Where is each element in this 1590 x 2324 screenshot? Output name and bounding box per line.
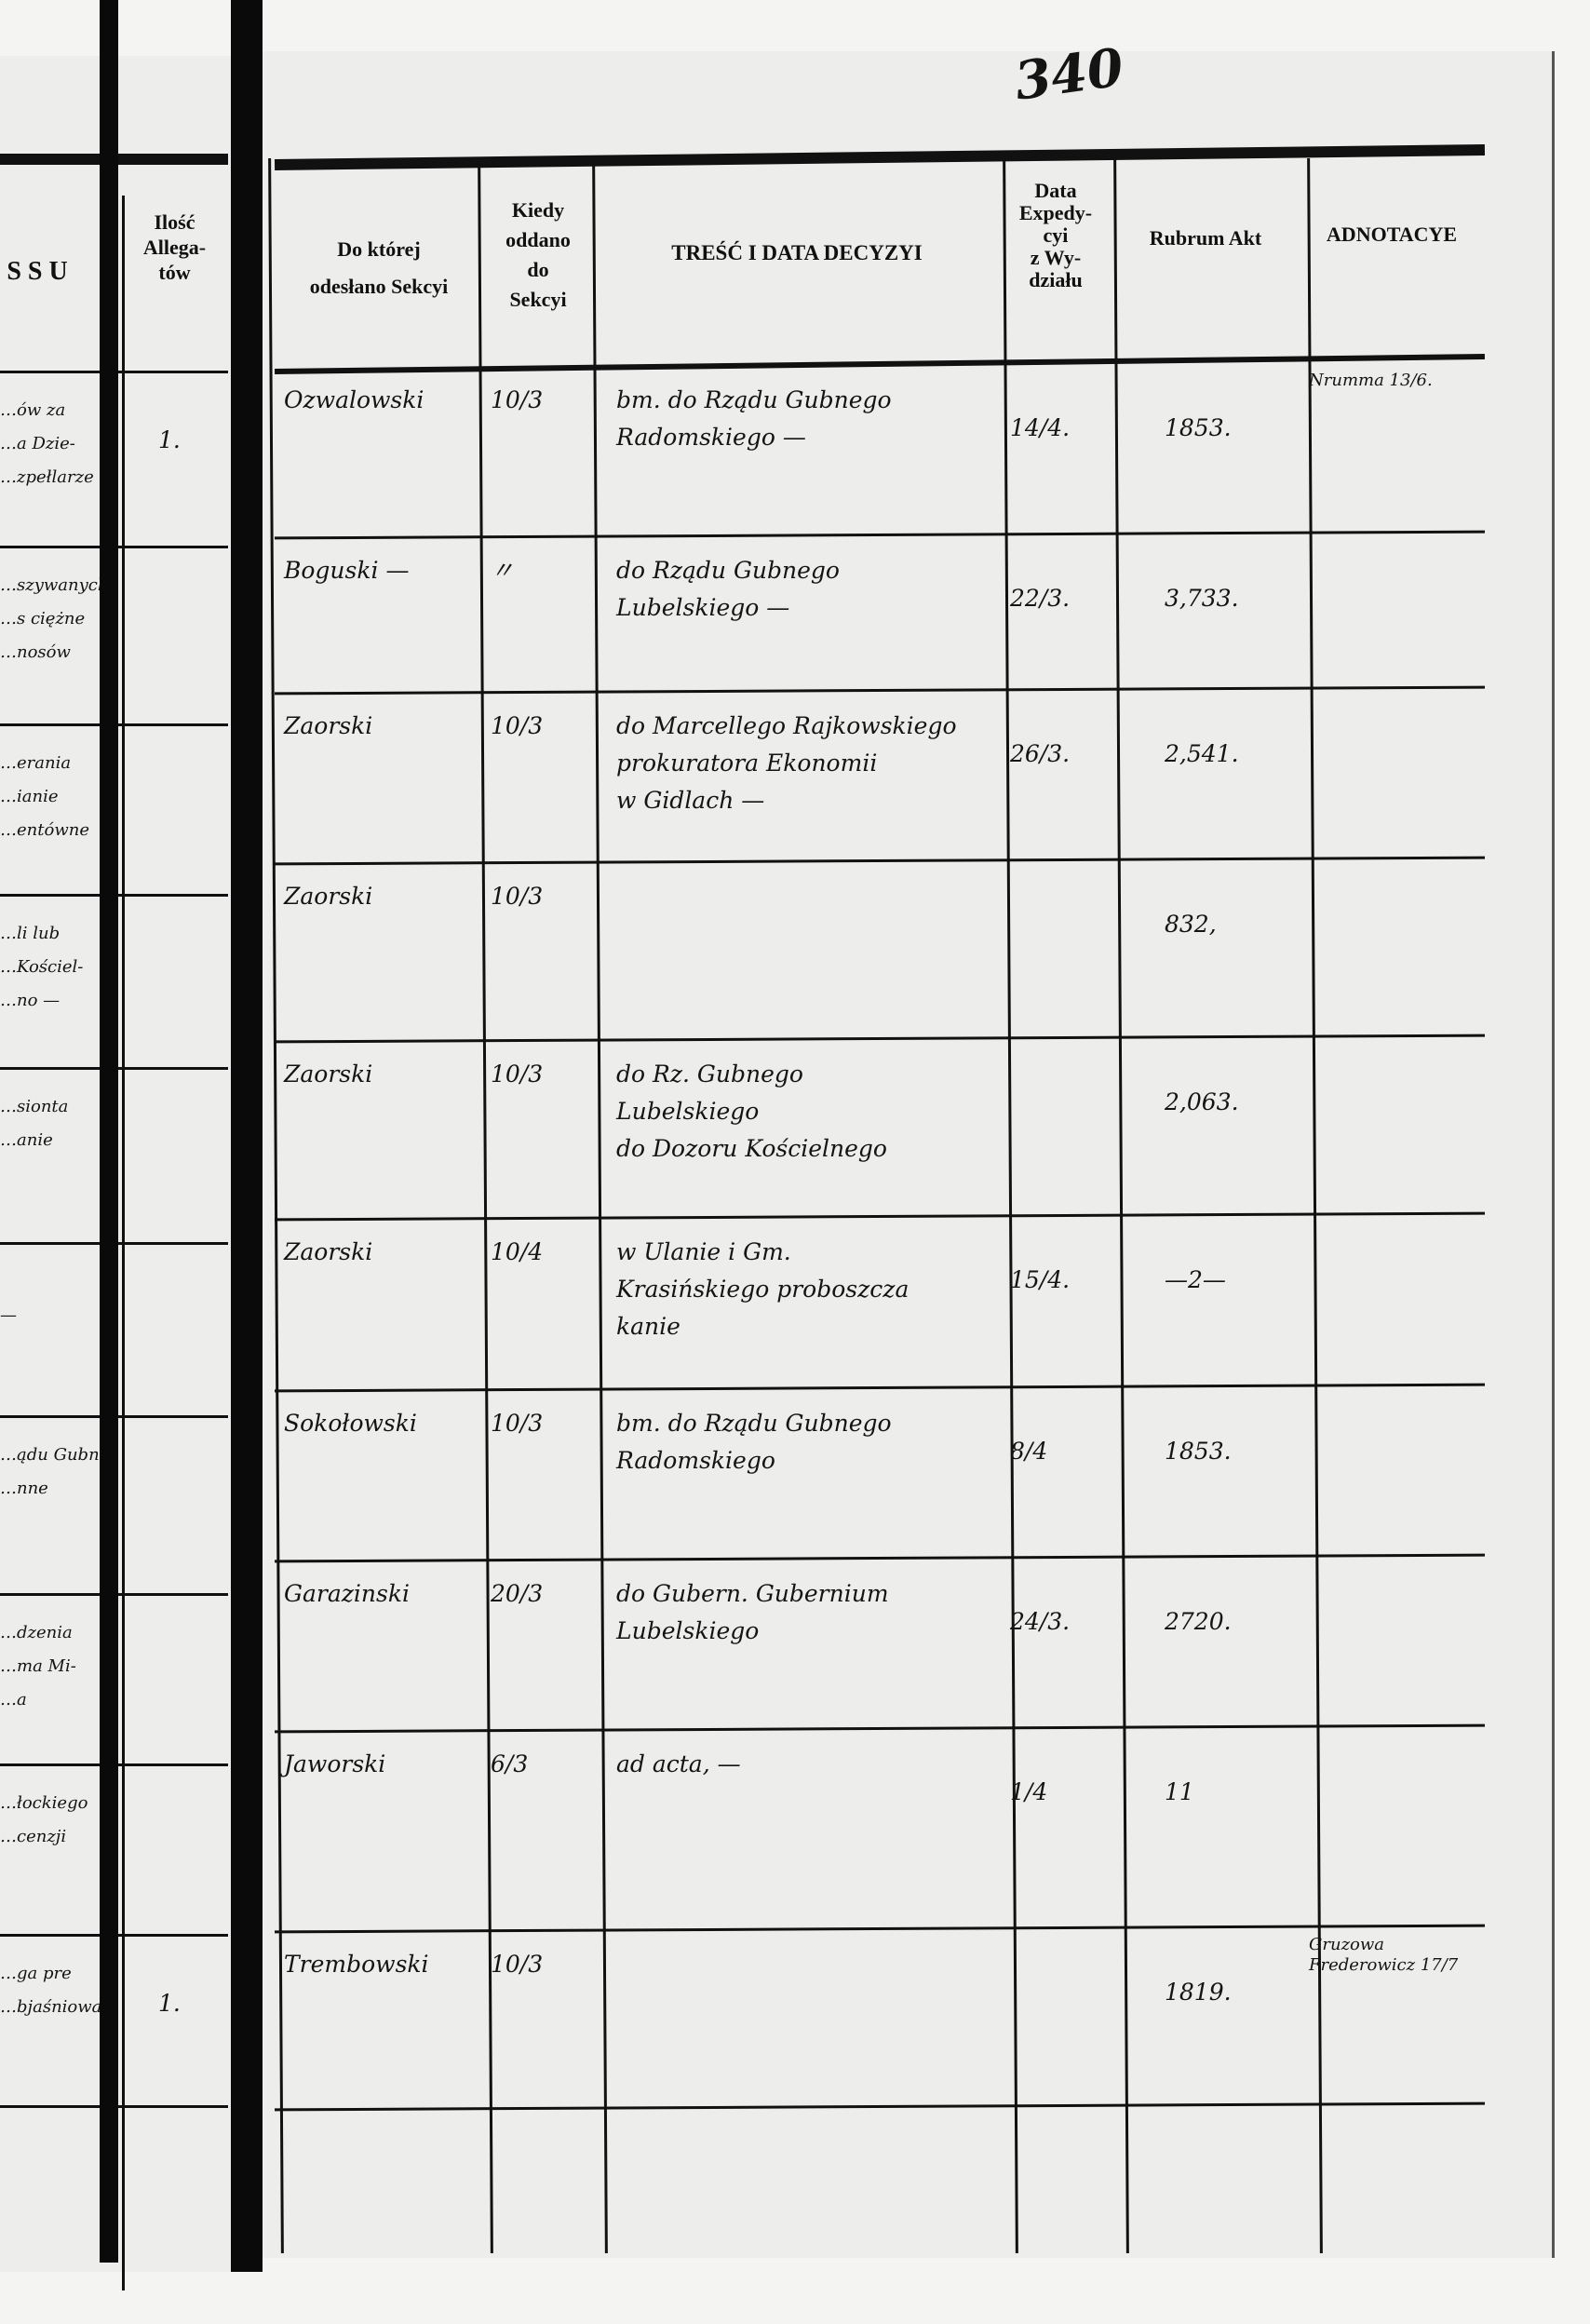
binding-shadow-left bbox=[100, 0, 118, 2263]
left-row-text: …ga pre …bjaśniowa bbox=[0, 1964, 102, 2017]
cell-kiedy: 10/3 bbox=[491, 1061, 544, 1088]
cell-adnotacye: Gruzowa Frederowicz 17/7 bbox=[1309, 1935, 1459, 1975]
cell-sekcja: Garazinski bbox=[284, 1580, 410, 1607]
right-page bbox=[263, 51, 1555, 2258]
left-row-text: …ów za …a Dzie- …zpełlarze bbox=[0, 400, 94, 487]
cell-tresc: do Gubern. Gubernium Lubelskiego bbox=[616, 1580, 889, 1644]
cell-rubrum: 1853. bbox=[1165, 414, 1232, 441]
cell-sekcja: Zaorski bbox=[284, 883, 373, 910]
cell-data-exp: 15/4. bbox=[1010, 1266, 1071, 1293]
left-header-title-fragment: S S U bbox=[7, 257, 68, 286]
cell-data-exp: 14/4. bbox=[1010, 414, 1071, 441]
left-row-text: …dzenia …ma Mi- …a bbox=[0, 1623, 76, 1709]
cell-rubrum: 832, bbox=[1165, 911, 1217, 938]
cell-tresc: w Ulanie i Gm. Krasińskiego proboszcza k… bbox=[616, 1238, 910, 1340]
cell-sekcja: Ozwalowski bbox=[284, 386, 424, 413]
cell-sekcja: Jaworski bbox=[284, 1750, 386, 1777]
cell-kiedy: 6/3 bbox=[491, 1750, 529, 1777]
cell-tresc: bm. do Rządu Gubnego Radomskiego — bbox=[616, 386, 892, 451]
cell-data-exp: 24/3. bbox=[1010, 1608, 1071, 1635]
cell-data-exp: 1/4 bbox=[1010, 1778, 1048, 1805]
cell-sekcja: Zaorski bbox=[284, 1061, 373, 1088]
header-adnotacye: ADNOTACYE bbox=[1326, 223, 1458, 246]
cell-kiedy: 10/3 bbox=[491, 386, 544, 413]
cell-sekcja: Sokołowski bbox=[284, 1410, 417, 1437]
cell-kiedy: 10/3 bbox=[491, 1410, 544, 1437]
cell-sekcja: Boguski — bbox=[284, 557, 410, 584]
cell-sekcja: Zaorski bbox=[284, 1238, 373, 1265]
header-tresc: TREŚĆ I DATA DECYZYI bbox=[671, 241, 923, 264]
cell-tresc: bm. do Rządu Gubnego Radomskiego bbox=[616, 1410, 892, 1474]
cell-kiedy: 20/3 bbox=[491, 1580, 544, 1607]
cell-tresc: do Marcellego Rajkowskiego prokuratora E… bbox=[616, 712, 957, 814]
cell-tresc: do Rządu Gubnego Lubelskiego — bbox=[616, 557, 840, 621]
left-row-text: …łockiego …cenzji bbox=[0, 1793, 88, 1846]
cell-rubrum: 2720. bbox=[1165, 1608, 1232, 1635]
cell-kiedy: 10/3 bbox=[491, 1951, 544, 1978]
left-row-count: 1. bbox=[158, 1990, 181, 2017]
left-row-text: …li lub …Kościel- …no — bbox=[0, 924, 84, 1010]
cell-data-exp: 22/3. bbox=[1010, 585, 1071, 612]
left-row-text: …ądu Gubn …nne bbox=[0, 1445, 100, 1498]
cell-sekcja: Trembowski bbox=[284, 1951, 429, 1978]
page-gutter bbox=[231, 0, 263, 2272]
left-row-text: …sionta …anie bbox=[0, 1097, 69, 1150]
cell-sekcja: Zaorski bbox=[284, 712, 373, 739]
cell-rubrum: 2,541. bbox=[1165, 740, 1239, 767]
cell-rubrum: 2,063. bbox=[1165, 1088, 1239, 1115]
cell-data-exp: 8/4 bbox=[1010, 1438, 1048, 1465]
left-row-text: …szywanych …s ciężne …nosów bbox=[0, 575, 109, 662]
header-rubrum-akt: Rubrum Akt bbox=[1149, 226, 1262, 250]
page-number: 340 bbox=[1010, 36, 1127, 113]
cell-rubrum: 11 bbox=[1165, 1778, 1194, 1805]
cell-rubrum: 1819. bbox=[1165, 1979, 1232, 2006]
cell-kiedy: 10/4 bbox=[491, 1238, 544, 1265]
left-row-text: …erania …ianie …entówne bbox=[0, 753, 89, 840]
left-row-text: — bbox=[0, 1305, 17, 1325]
cell-data-exp: 26/3. bbox=[1010, 740, 1071, 767]
cell-kiedy: 10/3 bbox=[491, 883, 544, 910]
header-data-expedycyi: Data Expedy- cyi z Wy- działu bbox=[1018, 179, 1093, 291]
cell-adnotacye: Nrumma 13/6. bbox=[1309, 371, 1433, 390]
cell-rubrum: —2— bbox=[1165, 1266, 1226, 1293]
header-sekcja: Do której odesłano Sekcyi bbox=[309, 237, 449, 298]
cell-tresc: ad acta, — bbox=[616, 1750, 741, 1777]
cell-rubrum: 3,733. bbox=[1165, 585, 1239, 612]
cell-tresc: do Rz. Gubnego Lubelskiego do Dozoru Koś… bbox=[616, 1061, 887, 1162]
cell-kiedy: 10/3 bbox=[491, 712, 544, 739]
header-kiedy: Kiedy oddano do Sekcyi bbox=[505, 198, 571, 311]
left-row-count: 1. bbox=[158, 426, 181, 453]
cell-rubrum: 1853. bbox=[1165, 1438, 1232, 1465]
cell-kiedy: 〃 bbox=[491, 557, 515, 584]
left-header-allegaty: Ilość Allega- tów bbox=[142, 210, 207, 284]
